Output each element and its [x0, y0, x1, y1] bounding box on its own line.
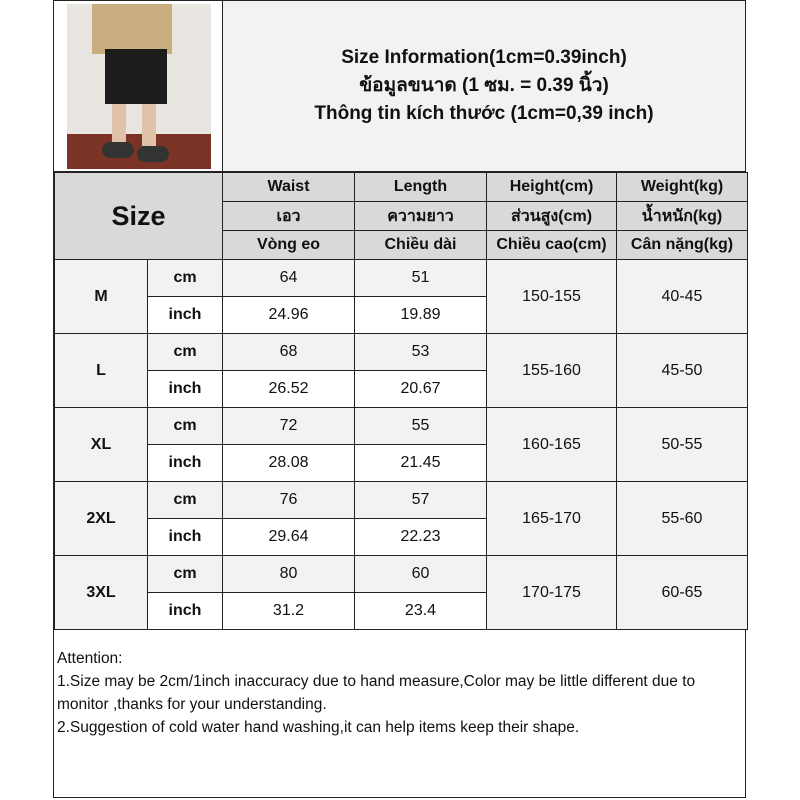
- weight-range: 40-45: [616, 259, 748, 334]
- size-cell: L: [54, 333, 148, 408]
- length-inch: 19.89: [354, 296, 487, 334]
- length-inch: 22.23: [354, 518, 487, 556]
- size-cell: M: [54, 259, 148, 334]
- title-vi: Thông tin kích thước (1cm=0,39 inch): [314, 103, 654, 124]
- size-cell: XL: [54, 407, 148, 482]
- length-inch: 23.4: [354, 592, 487, 630]
- waist-cm: 68: [222, 333, 355, 371]
- length-cm: 53: [354, 333, 487, 371]
- waist-inch: 31.2: [222, 592, 355, 630]
- height-range: 160-165: [486, 407, 617, 482]
- size-chart: Size Information(1cm=0.39inch) ข้อมูลขนา…: [53, 0, 748, 798]
- waist-inch: 28.08: [222, 444, 355, 482]
- col-header: Waist: [222, 172, 355, 202]
- weight-range: 45-50: [616, 333, 748, 408]
- height-range: 155-160: [486, 333, 617, 408]
- waist-inch: 29.64: [222, 518, 355, 556]
- table-row: inch 26.52 20.67: [55, 370, 748, 408]
- col-header: Weight(kg): [616, 172, 748, 202]
- table-row: XL cm 72 55 160-165 50-55: [54, 407, 748, 482]
- col-header: ส่วนสูง(cm): [486, 201, 617, 231]
- unit-cell: cm: [147, 555, 223, 593]
- size-cell: 3XL: [54, 555, 148, 630]
- attention-notes: Attention: 1.Size may be 2cm/1inch inacc…: [54, 644, 745, 797]
- length-cm: 55: [354, 407, 487, 445]
- col-header: Vòng eo: [222, 230, 355, 260]
- product-photo: [67, 4, 211, 169]
- col-header: Length: [354, 172, 487, 202]
- length-inch: 20.67: [354, 370, 487, 408]
- table-row: inch 29.64 22.23: [55, 518, 748, 556]
- size-table: Size Waist Length Height(cm) Weight(kg) …: [54, 172, 748, 630]
- waist-cm: 64: [222, 259, 355, 297]
- col-header: Chiều cao(cm): [486, 230, 617, 260]
- unit-cell: inch: [147, 370, 223, 408]
- unit-cell: inch: [147, 296, 223, 334]
- table-row: inch 31.2 23.4: [55, 592, 748, 630]
- unit-cell: inch: [147, 592, 223, 630]
- note-2: 2.Suggestion of cold water hand washing,…: [57, 719, 580, 736]
- size-cell: 2XL: [54, 481, 148, 556]
- length-cm: 60: [354, 555, 487, 593]
- title-en: Size Information(1cm=0.39inch): [341, 47, 627, 68]
- waist-inch: 24.96: [222, 296, 355, 334]
- unit-cell: cm: [147, 481, 223, 519]
- unit-cell: inch: [147, 444, 223, 482]
- size-header: Size: [54, 172, 223, 260]
- unit-cell: cm: [147, 259, 223, 297]
- notes-heading: Attention:: [57, 650, 123, 667]
- col-header: Chiều dài: [354, 230, 487, 260]
- title-th: ข้อมูลขนาด (1 ซม. = 0.39 นิ้ว): [359, 75, 609, 96]
- col-header: น้ำหนัก(kg): [616, 201, 748, 231]
- table-row: 2XL cm 76 57 165-170 55-60: [54, 481, 748, 556]
- col-header: เอว: [222, 201, 355, 231]
- height-range: 165-170: [486, 481, 617, 556]
- table-row: inch 24.96 19.89: [55, 296, 748, 334]
- waist-cm: 72: [222, 407, 355, 445]
- waist-inch: 26.52: [222, 370, 355, 408]
- waist-cm: 80: [222, 555, 355, 593]
- length-inch: 21.45: [354, 444, 487, 482]
- col-header: Cân nặng(kg): [616, 230, 748, 260]
- unit-cell: inch: [147, 518, 223, 556]
- weight-range: 50-55: [616, 407, 748, 482]
- unit-cell: cm: [147, 407, 223, 445]
- weight-range: 55-60: [616, 481, 748, 556]
- length-cm: 51: [354, 259, 487, 297]
- title-block: Size Information(1cm=0.39inch) ข้อมูลขนา…: [222, 1, 745, 171]
- height-range: 150-155: [486, 259, 617, 334]
- table-row: 3XL cm 80 60 170-175 60-65: [54, 555, 748, 630]
- unit-cell: cm: [147, 333, 223, 371]
- col-header: Height(cm): [486, 172, 617, 202]
- note-1: 1.Size may be 2cm/1inch inaccuracy due t…: [57, 673, 696, 713]
- length-cm: 57: [354, 481, 487, 519]
- height-range: 170-175: [486, 555, 617, 630]
- chart-top: Size Information(1cm=0.39inch) ข้อมูลขนา…: [54, 1, 745, 172]
- weight-range: 60-65: [616, 555, 748, 630]
- waist-cm: 76: [222, 481, 355, 519]
- table-row: inch 28.08 21.45: [55, 444, 748, 482]
- col-header: ความยาว: [354, 201, 487, 231]
